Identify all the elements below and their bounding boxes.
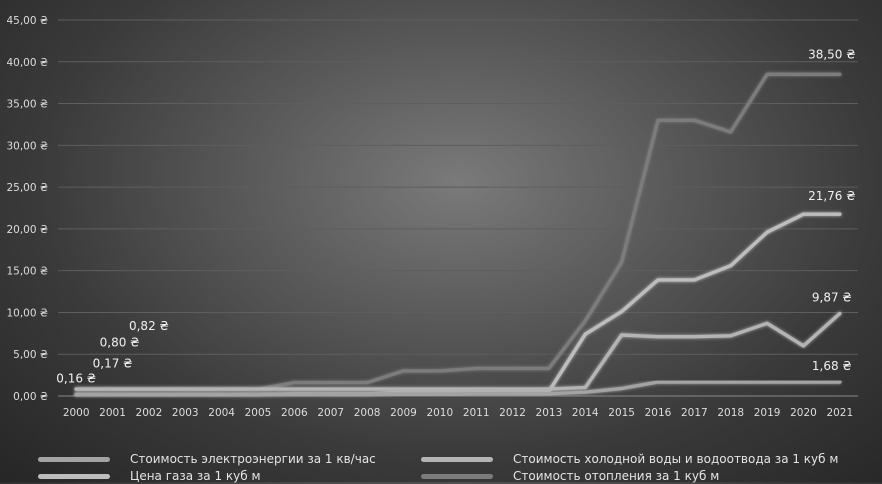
x-tick-label: 2011: [463, 407, 490, 419]
x-tick-label: 2019: [754, 407, 781, 419]
data-label: 0,82 ₴: [129, 319, 169, 333]
x-tick-label: 2007: [317, 407, 344, 419]
legend-label-water: Стоимость холодной воды и водоотвода за …: [513, 452, 839, 466]
x-tick-label: 2002: [136, 407, 163, 419]
data-label: 0,80 ₴: [100, 335, 140, 349]
legend-label-heating: Стоимость отопления за 1 куб м: [513, 469, 720, 483]
x-tick-label: 2015: [608, 407, 635, 419]
legend-swatch-water: [421, 456, 493, 462]
x-tick-label: 2010: [426, 407, 453, 419]
y-tick-label: 0,00 ₴: [13, 391, 48, 403]
x-tick-label: 2012: [499, 407, 526, 419]
series-line: [74, 72, 842, 391]
x-tick-label: 2021: [826, 407, 853, 419]
data-label: 38,50 ₴: [808, 47, 855, 61]
legend-item-heating: Стоимость отопления за 1 куб м: [421, 468, 719, 484]
legend-item-electricity: Стоимость электроэнергии за 1 кв/час: [38, 451, 376, 467]
legend-label-gas: Цена газа за 1 куб м: [130, 469, 261, 483]
y-tick-label: 35,00 ₴: [6, 99, 48, 111]
y-tick-label: 5,00 ₴: [13, 349, 48, 361]
series-lines: [74, 72, 842, 397]
legend-label-electricity: Стоимость электроэнергии за 1 кв/час: [130, 452, 376, 466]
y-tick-label: 45,00 ₴: [6, 15, 48, 27]
x-tick-label: 2003: [172, 407, 199, 419]
x-tick-label: 2001: [99, 407, 126, 419]
x-tick-label: 2013: [536, 407, 563, 419]
data-label: 1,68 ₴: [812, 359, 852, 373]
data-label: 0,17 ₴: [93, 357, 133, 371]
x-tick-label: 2016: [645, 407, 672, 419]
x-tick-label: 2017: [681, 407, 708, 419]
x-tick-label: 2018: [717, 407, 744, 419]
y-tick-label: 20,00 ₴: [6, 224, 48, 236]
x-tick-label: 2005: [245, 407, 272, 419]
y-axis: 0,00 ₴ 5,00 ₴ 10,00 ₴ 15,00 ₴ 20,00 ₴ 25,00 ₴…: [6, 15, 48, 403]
y-tick-label: 10,00 ₴: [6, 307, 48, 319]
legend-swatch-heating: [421, 473, 493, 479]
legend-item-water: Стоимость холодной воды и водоотвода за …: [421, 451, 838, 467]
data-labels: 0,16 ₴0,17 ₴ 0,80 ₴ 0,82 ₴ 38,50 ₴ 21,76 ₴ 9,…: [56, 47, 855, 385]
data-label: 21,76 ₴: [808, 189, 855, 203]
series-line: [74, 380, 842, 397]
legend-item-gas: Цена газа за 1 куб м: [38, 468, 261, 484]
y-tick-label: 30,00 ₴: [6, 140, 48, 152]
x-axis: 2000 2001 2002 2003 2004 2005 2006 2007 2008 2009…: [63, 407, 853, 419]
series-line: [74, 311, 842, 391]
data-label: 0,16 ₴: [56, 372, 96, 386]
data-label: 9,87 ₴: [812, 291, 852, 305]
gridlines: [58, 19, 858, 397]
x-tick-label: 2020: [790, 407, 817, 419]
x-tick-label: 2014: [572, 407, 599, 419]
legend: Стоимость электроэнергии за 1 кв/час Сто…: [0, 449, 882, 484]
legend-swatch-gas: [38, 473, 110, 479]
x-tick-label: 2000: [63, 407, 90, 419]
y-tick-label: 40,00 ₴: [6, 57, 48, 69]
x-tick-label: 2008: [354, 407, 381, 419]
y-tick-label: 25,00 ₴: [6, 182, 48, 194]
legend-swatch-electricity: [38, 456, 110, 462]
series-line: [74, 212, 842, 397]
x-tick-label: 2004: [208, 407, 235, 419]
y-tick-label: 15,00 ₴: [6, 266, 48, 278]
x-tick-label: 2009: [390, 407, 417, 419]
x-tick-label: 2006: [281, 407, 308, 419]
